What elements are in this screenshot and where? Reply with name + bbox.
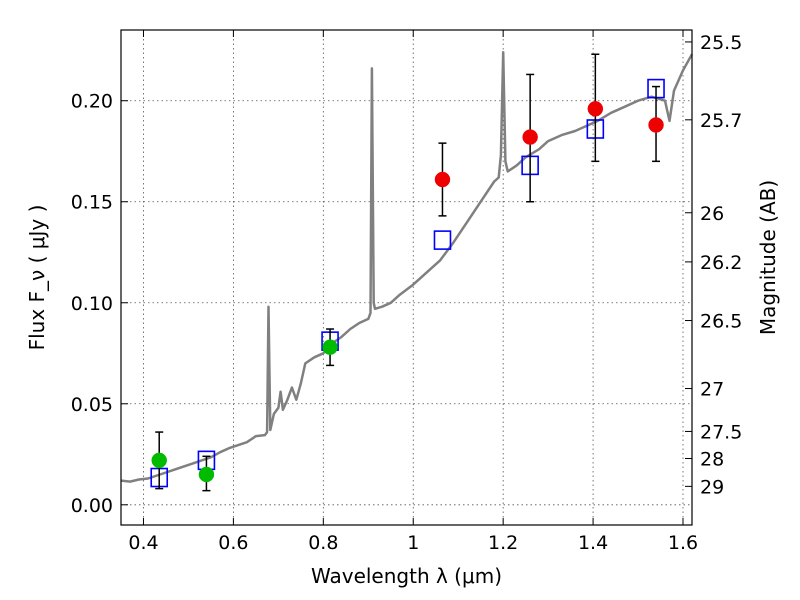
mag-tick-label: 26.2 [700, 252, 742, 274]
y-tick-label: 0.20 [71, 91, 113, 113]
x-tick-label: 1.2 [488, 532, 518, 554]
y2-axis-label: Magnitude (AB) [756, 180, 780, 335]
mag-tick-label: 26 [700, 203, 724, 225]
observed-point-red [434, 171, 451, 188]
model-points-layer [150, 78, 665, 488]
grid [121, 30, 692, 525]
observed-point-red [587, 101, 604, 117]
ticks-layer: 0.4 0.6 0.8 1 1.2 1.4 1.6 0.00 0.05 0.10 0.15 0.20 2… [71, 30, 742, 554]
observed-point-red [522, 129, 538, 145]
observed-point-red [648, 117, 664, 133]
x-tick-label: 0.8 [308, 532, 338, 554]
x-tick-label: 1.4 [578, 532, 608, 554]
spectrum-line [120, 50, 694, 483]
mag-tick-label: 25.5 [700, 32, 742, 54]
x-axis-label: Wavelength λ (μm) [311, 564, 502, 588]
mag-tick-label: 28 [700, 449, 724, 471]
x-tick-label: 1.6 [668, 532, 698, 554]
y-axis-label: Flux F_ν ( μJy ) [25, 205, 49, 351]
errorbar-layer [155, 53, 661, 492]
x-tick-label: 0.6 [218, 532, 248, 554]
mag-tick-label: 25.7 [700, 110, 742, 132]
spectrum-layer [120, 50, 694, 483]
observed-point-green [322, 339, 338, 355]
plot-frame [120, 29, 693, 526]
x-tick-label: 1 [407, 532, 419, 554]
mag-tick-label: 27 [700, 379, 724, 401]
mag-tick-label: 29 [700, 476, 724, 498]
x-tick-label: 0.4 [128, 532, 158, 554]
observed-point-green [151, 452, 167, 469]
observed-points-layer [151, 101, 664, 483]
mag-tick-label: 26.5 [700, 311, 742, 333]
model-point-square [433, 230, 452, 250]
y-tick-label: 0.10 [71, 293, 113, 315]
observed-point-green [198, 466, 215, 483]
mag-tick-label: 27.5 [700, 421, 742, 443]
y-tick-label: 0.00 [71, 495, 113, 517]
y-tick-label: 0.15 [71, 192, 113, 214]
y-tick-label: 0.05 [71, 394, 113, 416]
